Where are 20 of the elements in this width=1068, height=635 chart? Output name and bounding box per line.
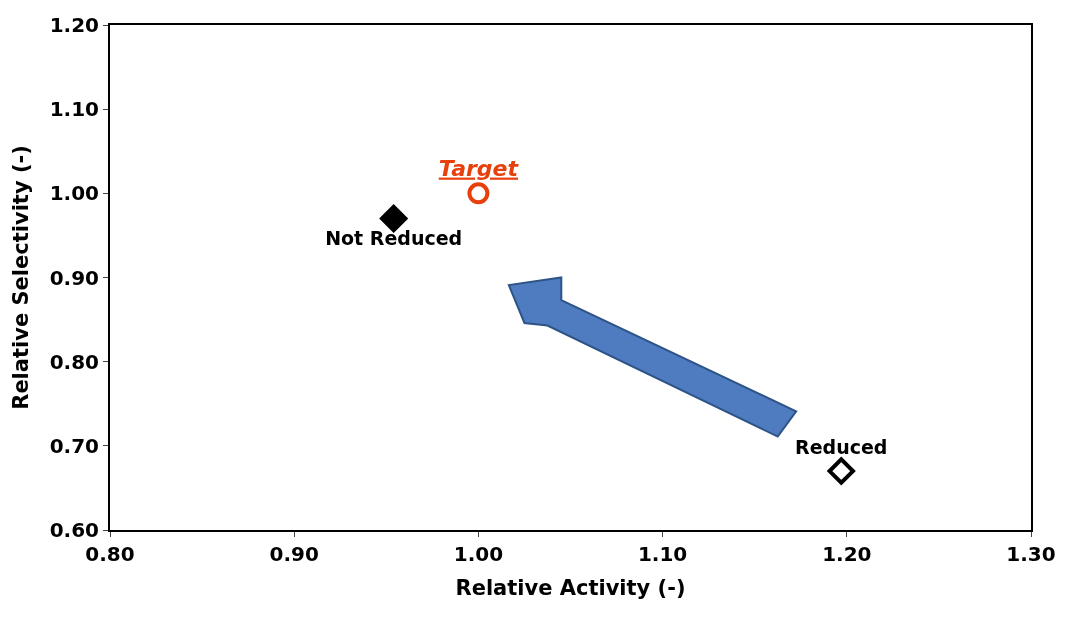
y-tick-label: 1.20 (49, 13, 99, 37)
series-label: Target (438, 155, 520, 181)
x-tick-label: 0.80 (85, 542, 135, 566)
point (827, 457, 855, 485)
y-axis-title: Relative Selectivity (-) (9, 145, 34, 410)
y-tick-label: 0.70 (49, 433, 99, 458)
y-tick-label: 1.00 (49, 181, 99, 206)
x-axis-title: Relative Activity (-) (455, 575, 686, 600)
y-tick-label: 0.80 (49, 349, 99, 374)
point (467, 182, 490, 205)
y-tick-label: 1.10 (49, 97, 99, 122)
x-tick-label: 0.90 (269, 542, 319, 566)
x-tick-label: 1.20 (822, 542, 872, 566)
series-label: Not Reduced (325, 227, 463, 250)
x-tick-label: 1.00 (453, 542, 504, 566)
series-label: Reduced (795, 436, 888, 459)
y-tick-label: 0.90 (49, 265, 99, 290)
y-tick-label: 0.60 (49, 518, 99, 542)
x-tick-label: 1.10 (637, 542, 688, 566)
x-tick-label: 1.30 (1006, 542, 1056, 566)
